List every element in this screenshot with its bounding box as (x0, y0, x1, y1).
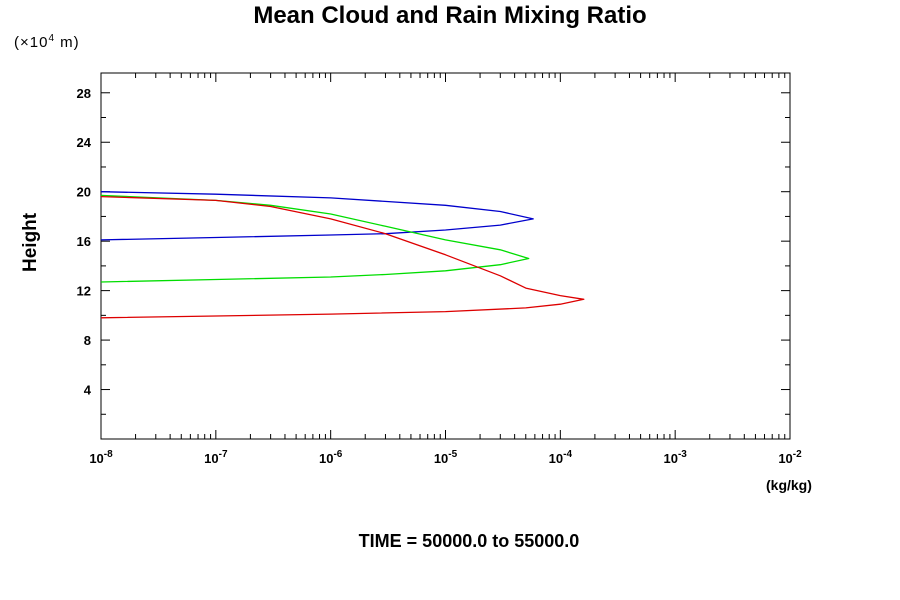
series-line-2 (100, 194, 530, 283)
series-lines (100, 191, 585, 319)
tick-labels: 10-8 10-7 10-6 10-5 10-4 10-3 10-2 4 8 12 16 20 24 28 (77, 86, 803, 466)
x-tick-label: 10-4 (549, 449, 573, 466)
axis-ticks (100, 73, 790, 439)
y-tick-label: 28 (77, 86, 91, 101)
y-tick-label: 20 (77, 185, 91, 200)
time-range-label: TIME = 50000.0 to 55000.0 (358, 531, 580, 551)
y-units-label: (×104 m) (14, 33, 80, 51)
series-line-1 (100, 191, 534, 241)
y-tick-label: 16 (77, 234, 91, 249)
x-tick-label: 10-3 (663, 449, 687, 466)
y-tick-label: 8 (84, 333, 91, 348)
x-tick-label: 10-5 (434, 449, 458, 466)
y-tick-label: 24 (77, 135, 92, 150)
x-tick-label: 10-6 (319, 449, 343, 466)
x-units-label: (kg/kg) (766, 477, 812, 493)
y-tick-label: 12 (77, 284, 91, 299)
x-tick-label: 10-8 (89, 449, 113, 466)
chart-title: Mean Cloud and Rain Mixing Ratio (253, 2, 647, 29)
plot-frame (100, 72, 791, 440)
y-tick-label: 4 (84, 383, 92, 398)
x-tick-label: 10-7 (204, 449, 228, 466)
x-tick-label: 10-2 (778, 449, 802, 466)
series-line-3 (100, 195, 585, 319)
